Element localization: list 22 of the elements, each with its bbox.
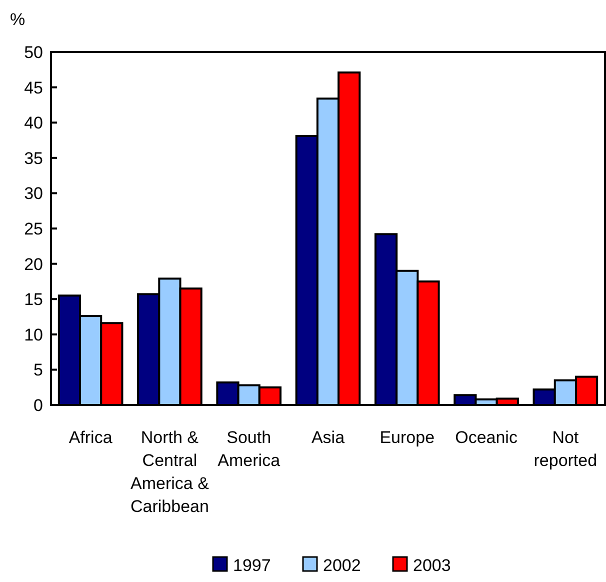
y-tick-label: 0	[34, 396, 43, 415]
x-tick-label: Europe	[380, 428, 435, 447]
y-tick-label: 45	[24, 78, 43, 98]
y-tick-label: 40	[24, 114, 43, 133]
x-tick-label: North & Central America & Caribbean	[130, 428, 210, 516]
legend-label: 1997	[233, 556, 271, 575]
y-tick-label: 50	[24, 42, 43, 62]
x-tick-label: South America	[218, 428, 281, 470]
y-tick-label: 20	[24, 254, 43, 274]
y-tick-label: 25	[24, 219, 43, 238]
y-tick-label: 35	[24, 148, 43, 168]
y-axis-title: %	[10, 10, 26, 29]
y-tick-label: 15	[24, 290, 43, 310]
x-tick-label: Asia	[311, 428, 346, 447]
legend-label: 2003	[413, 556, 451, 575]
x-tick-label: Oceanic	[455, 428, 518, 447]
y-tick-label: 5	[34, 360, 43, 380]
x-tick-label: Not reported	[534, 428, 598, 470]
y-tick-label: 10	[24, 325, 43, 344]
legend-label: 2002	[323, 556, 361, 575]
x-tick-label: Africa	[68, 428, 113, 447]
y-tick-label: 30	[24, 184, 43, 204]
